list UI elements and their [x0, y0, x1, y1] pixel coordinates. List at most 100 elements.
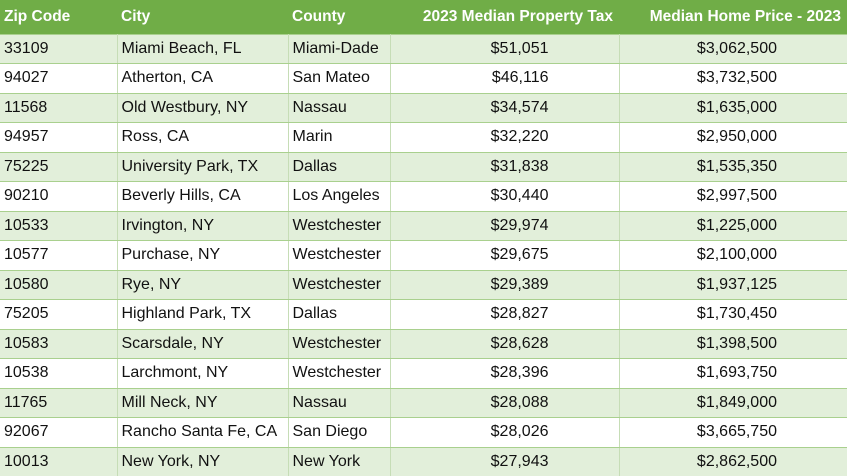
cell-median-property-tax[interactable]: $27,943 — [390, 446, 620, 476]
cell-city[interactable]: Scarsdale, NY — [117, 328, 289, 359]
cell-county[interactable]: Los Angeles — [288, 181, 391, 212]
cell-median-property-tax[interactable]: $46,116 — [390, 63, 620, 94]
cell-city[interactable]: Ross, CA — [117, 122, 289, 153]
table-row[interactable]: 10538 Larchmont, NY Westchester $28,396 … — [0, 358, 847, 389]
table-header: Zip Code City County 2023 Median Propert… — [0, 0, 847, 34]
cell-median-property-tax[interactable]: $34,574 — [390, 92, 620, 123]
cell-zip-code[interactable]: 94027 — [0, 63, 118, 94]
cell-zip-code[interactable]: 11568 — [0, 92, 118, 123]
cell-county[interactable]: San Mateo — [288, 63, 391, 94]
cell-zip-code[interactable]: 75225 — [0, 151, 118, 182]
cell-city[interactable]: Beverly Hills, CA — [117, 181, 289, 212]
cell-city[interactable]: Rye, NY — [117, 269, 289, 300]
table-row[interactable]: 75225 University Park, TX Dallas $31,838… — [0, 151, 847, 182]
table-row[interactable]: 33109 Miami Beach, FL Miami-Dade $51,051… — [0, 33, 847, 64]
cell-median-home-price[interactable]: $3,665,750 — [619, 417, 847, 448]
cell-zip-code[interactable]: 90210 — [0, 181, 118, 212]
cell-median-home-price[interactable]: $1,730,450 — [619, 299, 847, 330]
cell-city[interactable]: Mill Neck, NY — [117, 387, 289, 418]
table-row[interactable]: 11765 Mill Neck, NY Nassau $28,088 $1,84… — [0, 387, 847, 418]
table-row[interactable]: 94027 Atherton, CA San Mateo $46,116 $3,… — [0, 63, 847, 94]
cell-city[interactable]: Purchase, NY — [117, 240, 289, 271]
cell-median-home-price[interactable]: $1,937,125 — [619, 269, 847, 300]
cell-median-home-price[interactable]: $1,693,750 — [619, 358, 847, 389]
table-row[interactable]: 75205 Highland Park, TX Dallas $28,827 $… — [0, 299, 847, 330]
cell-median-property-tax[interactable]: $32,220 — [390, 122, 620, 153]
cell-zip-code[interactable]: 75205 — [0, 299, 118, 330]
cell-median-property-tax[interactable]: $29,675 — [390, 240, 620, 271]
cell-zip-code[interactable]: 10538 — [0, 358, 118, 389]
cell-county[interactable]: Westchester — [288, 240, 391, 271]
cell-median-home-price[interactable]: $1,225,000 — [619, 210, 847, 241]
cell-median-property-tax[interactable]: $31,838 — [390, 151, 620, 182]
table-body: 33109 Miami Beach, FL Miami-Dade $51,051… — [0, 33, 847, 476]
cell-city[interactable]: Highland Park, TX — [117, 299, 289, 330]
cell-median-home-price[interactable]: $2,997,500 — [619, 181, 847, 212]
cell-median-home-price[interactable]: $3,062,500 — [619, 33, 847, 64]
table-row[interactable]: 10580 Rye, NY Westchester $29,389 $1,937… — [0, 269, 847, 300]
table-row[interactable]: 10013 New York, NY New York $27,943 $2,8… — [0, 446, 847, 476]
table-row[interactable]: 11568 Old Westbury, NY Nassau $34,574 $1… — [0, 92, 847, 123]
cell-zip-code[interactable]: 33109 — [0, 33, 118, 64]
cell-median-property-tax[interactable]: $30,440 — [390, 181, 620, 212]
cell-median-home-price[interactable]: $2,862,500 — [619, 446, 847, 476]
cell-county[interactable]: Westchester — [288, 358, 391, 389]
cell-zip-code[interactable]: 10583 — [0, 328, 118, 359]
table-row[interactable]: 10533 Irvington, NY Westchester $29,974 … — [0, 210, 847, 241]
table-row[interactable]: 10583 Scarsdale, NY Westchester $28,628 … — [0, 328, 847, 359]
cell-county[interactable]: Dallas — [288, 299, 391, 330]
cell-median-property-tax[interactable]: $29,389 — [390, 269, 620, 300]
header-row: Zip Code City County 2023 Median Propert… — [0, 0, 847, 34]
cell-median-home-price[interactable]: $1,535,350 — [619, 151, 847, 182]
cell-city[interactable]: Old Westbury, NY — [117, 92, 289, 123]
cell-median-home-price[interactable]: $1,635,000 — [619, 92, 847, 123]
table-row[interactable]: 10577 Purchase, NY Westchester $29,675 $… — [0, 240, 847, 271]
cell-median-property-tax[interactable]: $28,088 — [390, 387, 620, 418]
cell-county[interactable]: Dallas — [288, 151, 391, 182]
cell-median-home-price[interactable]: $1,398,500 — [619, 328, 847, 359]
cell-county[interactable]: Nassau — [288, 387, 391, 418]
cell-city[interactable]: Larchmont, NY — [117, 358, 289, 389]
cell-median-home-price[interactable]: $2,950,000 — [619, 122, 847, 153]
cell-median-property-tax[interactable]: $29,974 — [390, 210, 620, 241]
cell-median-property-tax[interactable]: $51,051 — [390, 33, 620, 64]
cell-median-home-price[interactable]: $2,100,000 — [619, 240, 847, 271]
cell-city[interactable]: Miami Beach, FL — [117, 33, 289, 64]
cell-zip-code[interactable]: 94957 — [0, 122, 118, 153]
cell-city[interactable]: New York, NY — [117, 446, 289, 476]
cell-median-property-tax[interactable]: $28,827 — [390, 299, 620, 330]
header-median-property-tax[interactable]: 2023 Median Property Tax — [422, 7, 613, 25]
cell-county[interactable]: San Diego — [288, 417, 391, 448]
header-county[interactable]: County — [292, 7, 346, 25]
cell-city[interactable]: University Park, TX — [117, 151, 289, 182]
table-row[interactable]: 92067 Rancho Santa Fe, CA San Diego $28,… — [0, 417, 847, 448]
header-city[interactable]: City — [121, 7, 151, 25]
cell-county[interactable]: Marin — [288, 122, 391, 153]
cell-zip-code[interactable]: 10533 — [0, 210, 118, 241]
cell-zip-code[interactable]: 10577 — [0, 240, 118, 271]
cell-zip-code[interactable]: 92067 — [0, 417, 118, 448]
header-median-home-price[interactable]: Median Home Price - 2023 — [649, 7, 841, 25]
cell-county[interactable]: Westchester — [288, 269, 391, 300]
cell-county[interactable]: New York — [288, 446, 391, 476]
header-zip-code[interactable]: Zip Code — [4, 7, 71, 25]
cell-median-home-price[interactable]: $3,732,500 — [619, 63, 847, 94]
cell-zip-code[interactable]: 10580 — [0, 269, 118, 300]
cell-city[interactable]: Atherton, CA — [117, 63, 289, 94]
cell-county[interactable]: Westchester — [288, 328, 391, 359]
cell-county[interactable]: Westchester — [288, 210, 391, 241]
cell-median-property-tax[interactable]: $28,396 — [390, 358, 620, 389]
cell-zip-code[interactable]: 10013 — [0, 446, 118, 476]
cell-median-property-tax[interactable]: $28,026 — [390, 417, 620, 448]
cell-median-home-price[interactable]: $1,849,000 — [619, 387, 847, 418]
table-row[interactable]: 90210 Beverly Hills, CA Los Angeles $30,… — [0, 181, 847, 212]
table-row[interactable]: 94957 Ross, CA Marin $32,220 $2,950,000 — [0, 122, 847, 153]
cell-city[interactable]: Irvington, NY — [117, 210, 289, 241]
cell-zip-code[interactable]: 11765 — [0, 387, 118, 418]
cell-median-property-tax[interactable]: $28,628 — [390, 328, 620, 359]
cell-city[interactable]: Rancho Santa Fe, CA — [117, 417, 289, 448]
cell-county[interactable]: Miami-Dade — [288, 33, 391, 64]
cell-county[interactable]: Nassau — [288, 92, 391, 123]
